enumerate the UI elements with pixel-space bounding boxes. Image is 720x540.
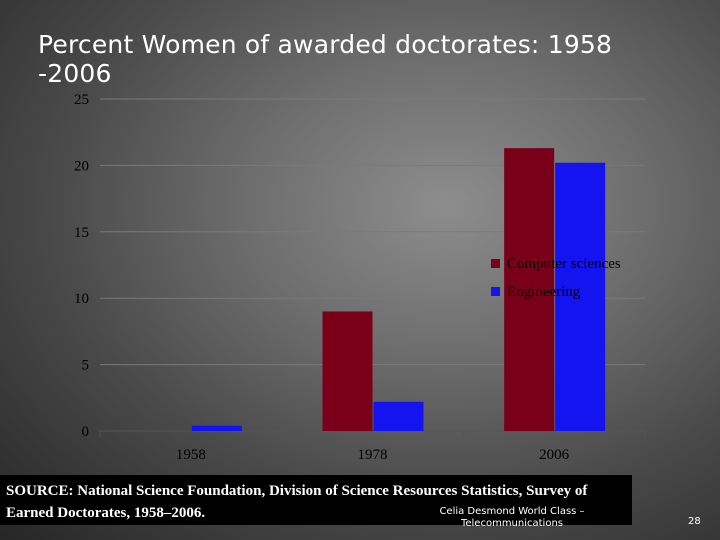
source-box (0, 475, 632, 525)
bar-computer-sciences-1978 (322, 311, 373, 431)
y-tick-label: 0 (82, 424, 90, 440)
y-tick-label: 20 (74, 158, 89, 174)
y-tick-label: 10 (74, 291, 89, 307)
page-number: 28 (688, 516, 701, 527)
bars (191, 148, 606, 432)
footer-author: Celia Desmond World Class – Telecommunic… (439, 506, 585, 529)
legend-label: Engineering (507, 284, 581, 300)
x-tick-label: 1958 (176, 447, 206, 463)
x-axis-ticks: 1958 1978 2006 (99, 431, 646, 463)
x-tick-label: 2006 (539, 447, 570, 463)
bar-computer-sciences-2006 (504, 148, 555, 432)
legend-swatch (491, 259, 500, 268)
y-tick-label: 15 (74, 225, 89, 241)
bar-engineering-1978 (373, 401, 424, 431)
y-tick-label: 25 (74, 92, 89, 108)
legend-label: Computer sciences (507, 256, 621, 272)
source-citation: SOURCE: National Science Foundation, Div… (6, 483, 588, 521)
y-axis-ticks: 0 5 10 15 20 25 (74, 92, 89, 440)
bar-engineering-2006 (555, 162, 606, 431)
bar-engineering-1958 (191, 425, 242, 431)
y-tick-label: 5 (82, 358, 90, 374)
slide-title: Percent Women of awarded doctorates: 195… (38, 30, 613, 88)
legend-swatch (491, 287, 500, 296)
legend: Computer sciences Engineering (491, 256, 621, 300)
x-tick-label: 1978 (358, 447, 388, 463)
